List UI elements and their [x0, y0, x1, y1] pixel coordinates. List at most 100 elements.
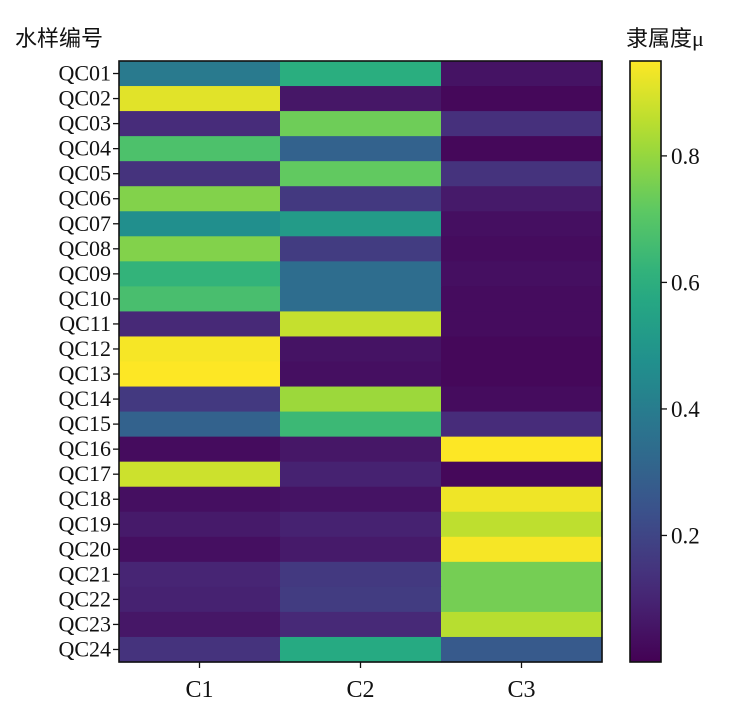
- colorbar-tick-label: 0.4: [671, 397, 700, 422]
- y-tick-label: QC09: [58, 261, 111, 286]
- heatmap-cell: [280, 86, 442, 112]
- heatmap-cell: [441, 386, 603, 413]
- heatmap-cell: [119, 336, 281, 363]
- heatmap-cell: [280, 136, 442, 162]
- heatmap-cell: [119, 261, 281, 287]
- colorbar-title: 隶属度μ: [626, 26, 704, 51]
- colorbar-axis: 0.2 0.4 0.6 0.8: [661, 144, 700, 548]
- heatmap-cell: [441, 211, 603, 237]
- heatmap-cell: [441, 311, 603, 338]
- y-tick-label: QC08: [58, 236, 111, 261]
- heatmap-cell: [280, 511, 442, 538]
- heatmap-cell: [280, 61, 442, 87]
- heatmap-cell: [441, 186, 603, 212]
- heatmap-cell: [280, 486, 442, 513]
- y-tick-label: QC23: [58, 611, 111, 636]
- y-tick-label: QC02: [58, 86, 111, 111]
- y-tick-label: QC13: [58, 361, 111, 386]
- y-axis: QC01QC02QC03QC04QC05QC06QC07QC08QC09QC10…: [58, 61, 119, 661]
- heatmap-cell: [119, 461, 281, 488]
- heatmap-cell: [119, 611, 281, 638]
- y-tick-label: QC22: [58, 586, 111, 611]
- heatmap-cell: [441, 561, 603, 588]
- heatmap-cell: [119, 586, 281, 613]
- y-tick-label: QC01: [58, 61, 111, 86]
- y-axis-title: 水样编号: [15, 26, 103, 51]
- x-tick-label: C2: [346, 677, 374, 703]
- heatmap-cell: [119, 161, 281, 187]
- heatmap-cell: [280, 561, 442, 588]
- heatmap-cell: [441, 411, 603, 438]
- heatmap-cell: [280, 461, 442, 488]
- heatmap-cell: [280, 536, 442, 563]
- heatmap-cell: [119, 636, 281, 663]
- heatmap-cell: [119, 86, 281, 112]
- y-tick-label: QC11: [59, 311, 111, 336]
- x-tick-label: C1: [185, 677, 213, 703]
- heatmap-cell: [119, 386, 281, 413]
- heatmap-cell: [119, 511, 281, 538]
- y-tick-label: QC06: [58, 186, 111, 211]
- heatmap-cell: [441, 61, 603, 87]
- heatmap-cell: [280, 261, 442, 287]
- heatmap-cell: [280, 336, 442, 363]
- heatmap-cell: [119, 136, 281, 162]
- y-tick-label: QC10: [58, 286, 111, 311]
- heatmap-cell: [280, 361, 442, 388]
- heatmap-cell: [441, 436, 603, 463]
- heatmap-cell: [441, 361, 603, 388]
- heatmap-cell: [280, 161, 442, 187]
- y-tick-label: QC21: [58, 561, 111, 586]
- heatmap-cell: [280, 111, 442, 137]
- heatmap-cell: [119, 286, 281, 313]
- heatmap-cell: [280, 386, 442, 413]
- heatmap-cell: [119, 486, 281, 513]
- heatmap-cell: [119, 436, 281, 463]
- heatmap-cell: [280, 286, 442, 313]
- heatmap-cell: [119, 411, 281, 438]
- heatmap-cell: [441, 486, 603, 513]
- colorbar-tick-label: 0.8: [671, 144, 700, 169]
- heatmap-cell: [441, 236, 603, 262]
- y-tick-label: QC19: [58, 511, 111, 536]
- heatmap-cell: [441, 636, 603, 663]
- heatmap-cell: [119, 236, 281, 262]
- heatmap-cell: [441, 286, 603, 313]
- heatmap-cell: [280, 211, 442, 237]
- y-tick-label: QC18: [58, 486, 111, 511]
- x-tick-label: C3: [507, 677, 535, 703]
- heatmap-cell: [441, 511, 603, 538]
- colorbar: [630, 61, 661, 662]
- heatmap-cell: [441, 161, 603, 187]
- colorbar-tick-label: 0.6: [671, 270, 700, 295]
- heatmap-cell: [280, 586, 442, 613]
- y-tick-label: QC16: [58, 436, 111, 461]
- y-tick-label: QC03: [58, 111, 111, 136]
- heatmap-cell: [280, 611, 442, 638]
- heatmap-cell: [441, 336, 603, 363]
- heatmap-cell: [441, 461, 603, 488]
- heatmap-cell: [280, 236, 442, 262]
- heatmap-cell: [280, 186, 442, 212]
- heatmap-cell: [441, 111, 603, 137]
- heatmap-cell: [441, 611, 603, 638]
- y-tick-label: QC04: [58, 136, 111, 161]
- heatmap-cell: [119, 536, 281, 563]
- heatmap-cell: [119, 111, 281, 137]
- y-tick-label: QC07: [58, 211, 111, 236]
- heatmap-cell: [119, 311, 281, 338]
- y-tick-label: QC15: [58, 411, 111, 436]
- heatmap-cells: [119, 61, 603, 663]
- heatmap-cell: [280, 411, 442, 438]
- y-tick-label: QC14: [58, 386, 111, 411]
- heatmap-cell: [119, 361, 281, 388]
- heatmap-cell: [441, 536, 603, 563]
- heatmap-cell: [280, 636, 442, 663]
- heatmap-cell: [441, 261, 603, 287]
- y-tick-label: QC24: [58, 636, 111, 661]
- y-tick-label: QC17: [58, 461, 111, 486]
- y-tick-label: QC12: [58, 336, 111, 361]
- x-axis: C1 C2 C3: [185, 662, 536, 703]
- heatmap-cell: [119, 186, 281, 212]
